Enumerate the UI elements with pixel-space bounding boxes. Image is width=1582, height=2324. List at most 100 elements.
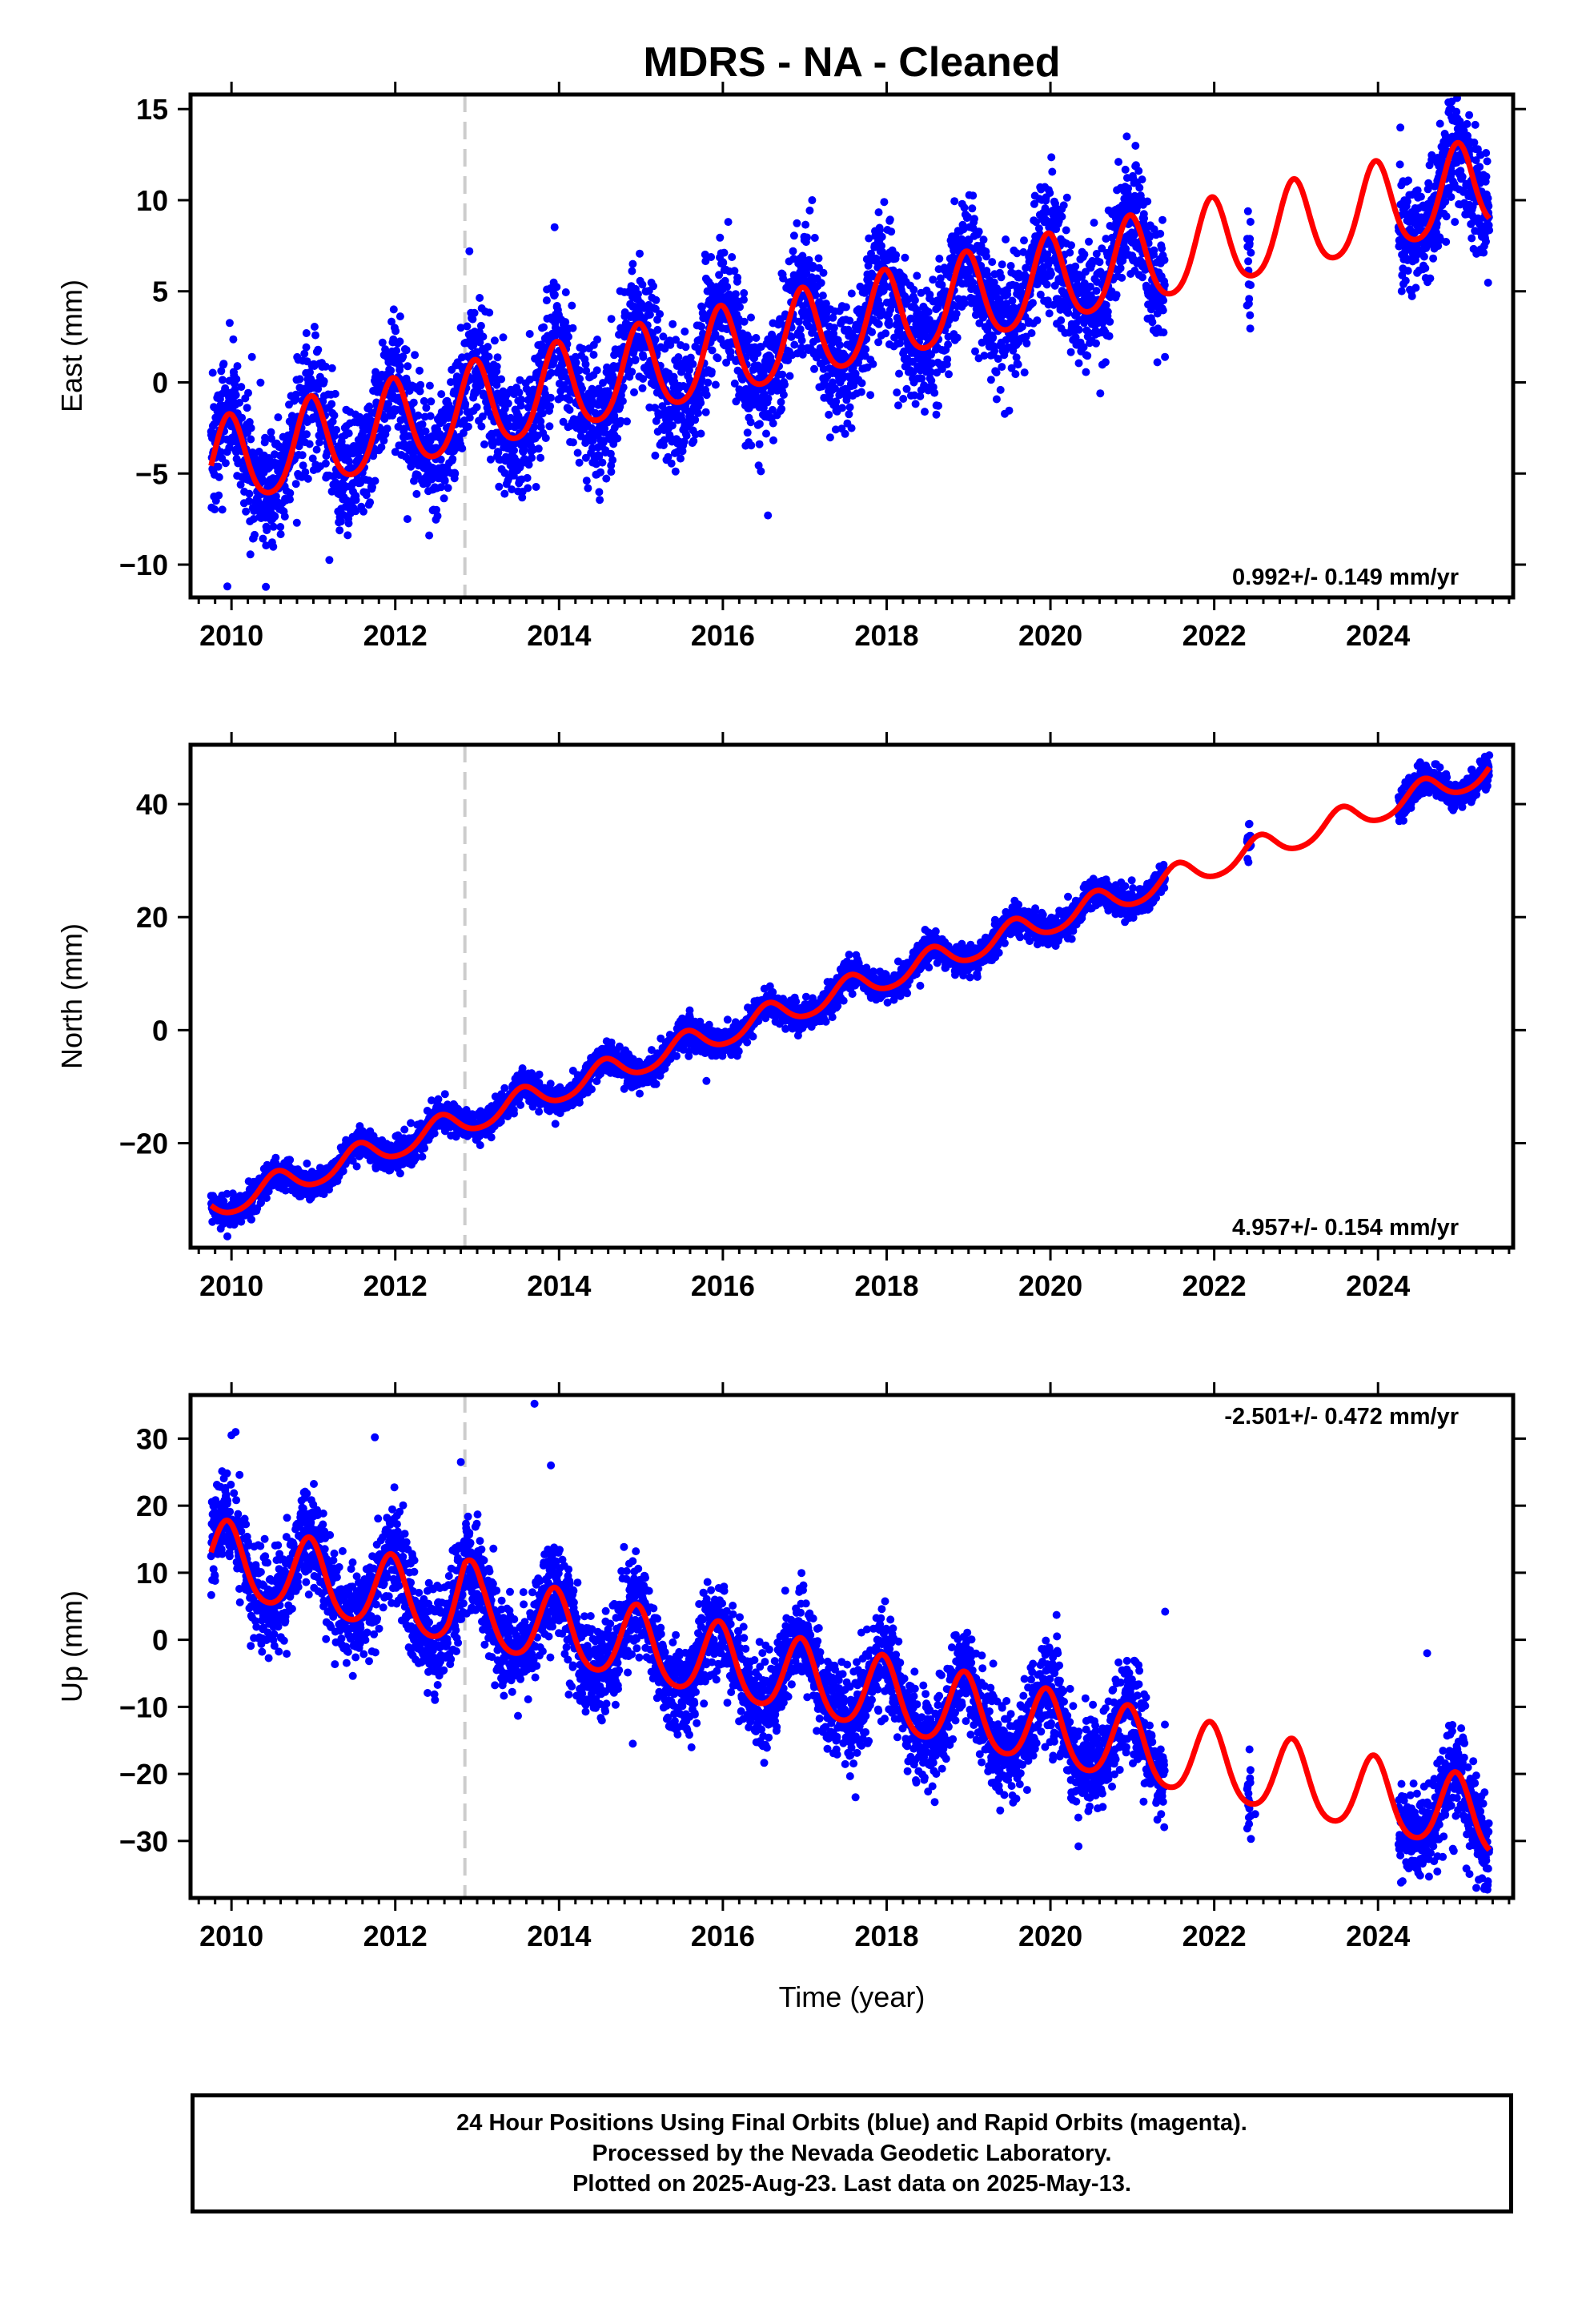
- panel-east-point: [218, 505, 227, 514]
- panel-east-point: [242, 507, 251, 516]
- panel-east-point: [669, 320, 677, 328]
- panel-east-point: [755, 440, 764, 448]
- panel-east-point: [960, 203, 969, 212]
- panel-east-point: [1484, 194, 1492, 203]
- panel-east-point: [609, 440, 618, 448]
- panel-east-point: [1138, 175, 1146, 184]
- panel-east-point: [743, 428, 752, 437]
- panel-east-point: [1476, 163, 1484, 171]
- panel-east-point: [697, 399, 705, 407]
- panel-east-point: [584, 484, 592, 493]
- panel-east-point: [785, 372, 794, 380]
- panel-east-point: [274, 413, 283, 422]
- panel-east-point: [524, 484, 532, 493]
- panel-east-point: [217, 367, 226, 376]
- panel-east-point: [451, 469, 460, 478]
- panel-east-point: [493, 353, 502, 362]
- panel-east-point: [838, 404, 846, 412]
- panel-east-point: [552, 283, 561, 292]
- panel-east-point: [764, 394, 773, 403]
- panel-east-point: [251, 530, 259, 539]
- panel-east-point: [1446, 62, 1454, 70]
- panel-east-point: [656, 310, 665, 319]
- panel-east-point: [1014, 360, 1022, 369]
- panel-east-point: [953, 333, 962, 342]
- panel-east-point: [1148, 318, 1157, 327]
- panel-east-point: [1411, 283, 1420, 292]
- panel-east-point: [989, 333, 998, 342]
- panel-east-point: [391, 327, 400, 336]
- panel-east-point: [325, 556, 334, 565]
- panel-east-point: [789, 231, 798, 240]
- panel-east-point: [841, 429, 849, 438]
- panel-east-point: [1062, 226, 1070, 235]
- panel-east-point: [793, 219, 801, 227]
- panel-east-point: [344, 519, 353, 528]
- panel-east-point: [308, 454, 317, 463]
- panel-east-point: [1067, 241, 1075, 250]
- panel-east-point: [421, 427, 430, 436]
- panel-east-point: [291, 390, 300, 399]
- panel-east-point: [378, 338, 387, 347]
- panel-east-point: [563, 340, 572, 348]
- panel-east-point: [404, 362, 412, 371]
- panel-east-point: [986, 376, 995, 384]
- panel-east-point: [1047, 153, 1056, 162]
- panel-east-point: [1458, 172, 1467, 181]
- panel-east-point: [476, 381, 485, 390]
- panel-east-point: [564, 332, 572, 341]
- panel-east-point: [432, 505, 440, 514]
- panel-east-point: [330, 411, 339, 420]
- panel-east-point: [411, 351, 420, 360]
- panel-east-point: [1246, 324, 1255, 333]
- panel-east-point: [747, 313, 755, 322]
- panel-east-point: [874, 320, 883, 328]
- panel-east-point: [998, 363, 1006, 372]
- panel-east-point: [321, 362, 330, 371]
- panel-east-point: [808, 196, 817, 204]
- panel-east-point: [1103, 308, 1112, 316]
- panel-east-point: [485, 308, 494, 317]
- panel-east-outlier-point: [764, 511, 773, 520]
- panel-east-point: [723, 283, 732, 292]
- panel-east-point: [1102, 300, 1110, 309]
- panel-east-point: [365, 402, 374, 411]
- panel-east-x-tick-label: 2010: [199, 619, 263, 652]
- panel-east-point: [740, 289, 749, 297]
- panel-east-x-tick-label: 2024: [1346, 619, 1410, 652]
- panel-east-point: [330, 432, 339, 440]
- panel-east-point: [613, 434, 622, 443]
- panel-east-point: [649, 282, 657, 291]
- panel-east-point: [880, 198, 889, 207]
- panel-east-point: [1059, 201, 1068, 210]
- panel-east-point: [652, 296, 661, 304]
- panel-east-point: [490, 336, 499, 345]
- panel-east-point: [934, 401, 942, 410]
- panel-east-x-tick-label: 2022: [1182, 619, 1247, 652]
- panel-east-rate-label: 0.992+/- 0.149 mm/yr: [1232, 565, 1459, 590]
- panel-east-point: [1042, 280, 1051, 289]
- panel-east-point: [1456, 84, 1464, 92]
- panel-east-point: [667, 459, 676, 468]
- panel-east-point: [267, 434, 275, 443]
- panel-east-point: [1143, 197, 1152, 206]
- panel-east-point: [1095, 258, 1104, 267]
- panel-east-point: [468, 315, 477, 324]
- panel-east-point: [217, 448, 225, 456]
- panel-east-point: [1447, 193, 1456, 201]
- panel-east-point: [589, 351, 598, 359]
- panel-east-point: [1158, 244, 1166, 253]
- panel-east-point: [894, 401, 902, 410]
- panel-east-point: [1002, 235, 1010, 243]
- panel-east-point: [269, 522, 278, 531]
- panel-east-point: [486, 455, 495, 464]
- panel-east-point: [1058, 212, 1066, 221]
- panel-east-point: [1451, 218, 1460, 227]
- panel-east-point: [247, 435, 255, 444]
- panel-east-point: [1057, 316, 1066, 324]
- panel-east-point: [480, 440, 488, 448]
- panel-east-point: [500, 489, 509, 498]
- panel-east-point: [778, 370, 787, 379]
- panel-east-point: [671, 467, 680, 476]
- panel-east-point: [575, 458, 584, 467]
